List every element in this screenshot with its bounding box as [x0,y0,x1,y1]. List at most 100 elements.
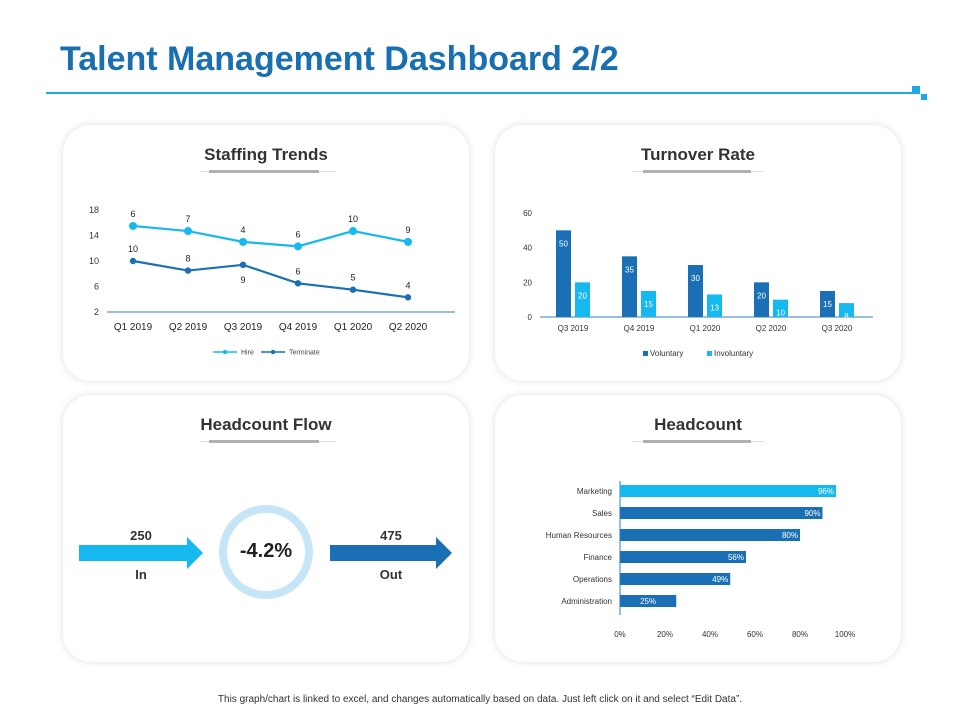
out-label: Out [379,567,403,582]
x-tick-label: 40% [702,630,718,639]
bar-value-label: 13 [710,303,719,312]
legend-label: Terminate [289,350,320,357]
bar-value-label: 25% [640,597,656,606]
bar-involuntary [839,303,854,317]
x-tick-label: Q2 2020 [389,322,428,333]
staffing-trends-chart[interactable]: 18 14 10 6 2 Q1 2019 Q2 2019 Q3 2019 Q4 2019 Q1 2… [63,125,469,381]
bar-involuntary [707,294,722,317]
data-point [349,286,357,293]
x-tick-label: Q3 2019 [224,322,263,333]
in-value: 250 [130,528,152,543]
change-ring [219,505,313,599]
data-label: 6 [130,209,135,219]
bar-value-label: 10 [776,309,785,318]
headcount-bar [620,507,823,519]
headcount-bar [620,485,836,497]
x-tick-label: 0% [614,630,626,639]
x-tick-label: Q1 2020 [690,324,721,333]
bar-voluntary [754,282,769,317]
bar-value-label: 80% [782,531,798,540]
headcount-bar [620,573,731,585]
data-point [129,257,137,265]
bar-value-label: 35 [625,265,634,274]
x-tick-label: 20% [657,630,673,639]
bar-voluntary [622,256,637,317]
data-point [294,280,302,287]
headcount-title: Headcount [654,415,742,434]
x-tick-label: Q4 2019 [624,324,655,333]
data-point [349,227,357,236]
bar-voluntary [556,230,571,317]
data-point [404,294,412,301]
bar-value-label: 15 [644,300,653,309]
headcount-flow-card: Headcount Flow 250 In 475 Out -4.2% [63,395,469,662]
y-tick-label: 18 [89,205,99,215]
data-label: 4 [405,280,410,290]
bar-value-label: 8 [844,312,849,321]
y-tick-label: 20 [523,278,532,287]
in-arrow [79,537,203,569]
y-tick-label: 2 [94,307,99,317]
category-label: Administration [561,597,612,606]
bar-involuntary [773,299,788,317]
headcount-bar [620,529,800,541]
turnover-rate-chart[interactable]: 60 40 20 0 50 20 Q3 2019 35 15 Q4 2019 30 13 Q1 2020… [495,125,901,381]
category-label: Finance [584,553,613,562]
legend-swatch [643,351,648,356]
bar-value-label: 56% [728,553,744,562]
headcount-flow-title: Headcount Flow [200,415,332,434]
title-underline [643,440,751,443]
legend-label: Hire [241,350,254,357]
x-tick-label: 100% [835,630,855,639]
bar-involuntary [575,282,590,317]
data-label: 4 [240,225,245,235]
headcount-flow-graphic [79,505,452,599]
data-label: 7 [185,214,190,224]
headcount-bar [620,595,677,607]
legend-label: Voluntary [650,349,683,358]
data-point [239,237,247,246]
headcount-bar [620,551,746,563]
data-label: 6 [295,266,300,276]
y-tick-label: 60 [523,209,532,218]
legend-marker [222,349,228,355]
x-tick-label: Q2 2020 [756,324,787,333]
data-label: 9 [405,225,410,235]
data-point [129,221,137,230]
x-tick-label: Q1 2020 [334,322,373,333]
data-label: 8 [185,254,190,264]
change-percent: -4.2% [239,540,293,562]
staffing-trends-title: Staffing Trends [204,145,328,164]
x-tick-label: 80% [792,630,808,639]
bar-voluntary [820,291,835,317]
bar-value-label: 15 [823,300,832,309]
bar-involuntary [641,291,656,317]
bar-voluntary [688,265,703,317]
title-divider [46,92,918,94]
data-point [184,227,192,236]
page-title: Talent Management Dashboard 2/2 [60,40,619,78]
bar-value-label: 50 [559,239,568,248]
category-label: Human Resources [546,531,612,540]
data-point [404,237,412,246]
y-tick-label: 10 [89,256,99,266]
turnover-rate-card: Turnover Rate 60 40 20 0 50 20 Q3 2019 35 15 Q4 2… [495,125,901,381]
series-line-terminate [132,259,409,299]
category-label: Sales [592,509,612,518]
x-tick-label: Q2 2019 [169,322,208,333]
bar-value-label: 96% [818,487,834,496]
decor-square-small [921,94,927,100]
title-underline [643,170,751,173]
data-point [184,267,192,274]
bar-value-label: 20 [578,291,587,300]
data-label: 9 [240,275,245,285]
category-label: Operations [573,575,612,584]
title-underline [209,440,319,443]
legend-swatch [707,351,712,356]
x-tick-label: 60% [747,630,763,639]
x-tick-label: Q3 2020 [822,324,853,333]
decor-square [912,86,920,94]
legend-marker [270,349,276,355]
y-tick-label: 6 [94,282,99,292]
headcount-chart[interactable]: Marketing 96% Sales 90% Human Resources 80% Fi… [495,395,901,662]
